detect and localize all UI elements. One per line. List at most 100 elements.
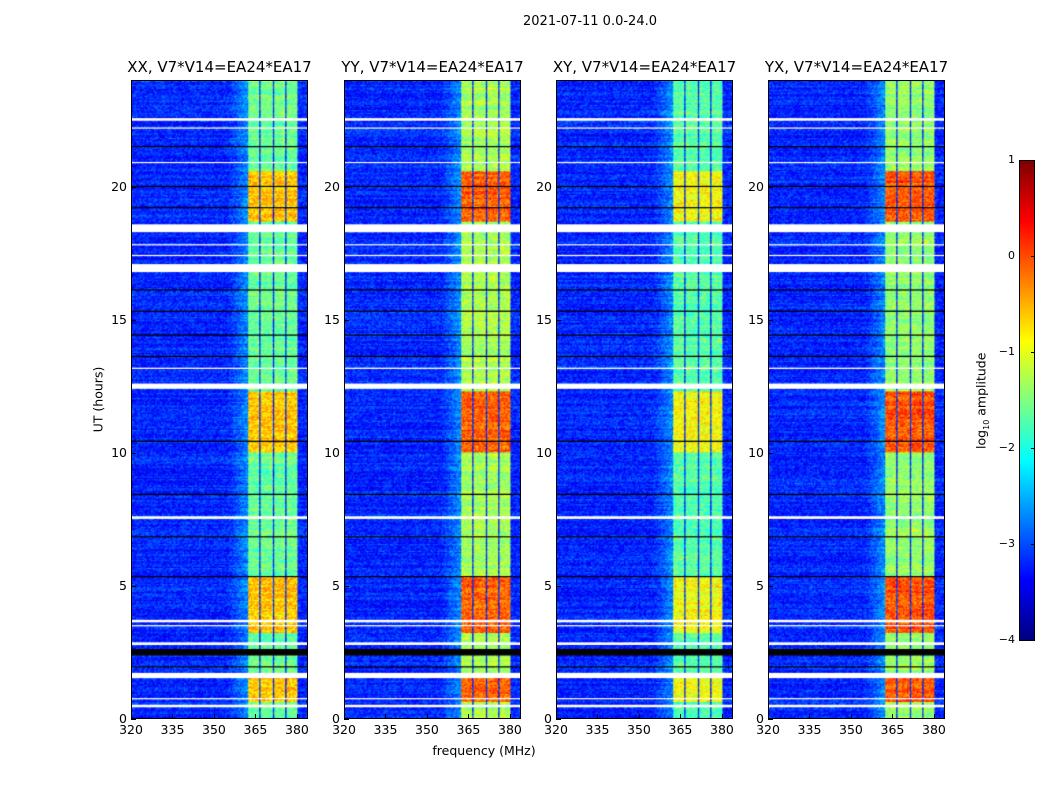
colorbar-tick-label: 1 xyxy=(1008,153,1015,166)
x-tick-label: 350 xyxy=(627,722,651,737)
x-tick xyxy=(933,714,935,719)
colorbar-tick xyxy=(1031,256,1035,257)
y-tick-label: 15 xyxy=(748,311,764,327)
y-tick xyxy=(768,585,773,587)
spectrogram-image xyxy=(769,81,944,718)
x-tick-label: 320 xyxy=(332,722,356,737)
colorbar xyxy=(1019,160,1035,641)
y-tick xyxy=(131,585,136,587)
x-tick xyxy=(768,714,769,719)
x-tick-label: 335 xyxy=(373,722,398,737)
x-tick xyxy=(131,714,132,719)
y-tick-label: 10 xyxy=(536,444,552,460)
y-tick xyxy=(768,452,773,454)
y-tick-label: 0 xyxy=(119,711,127,726)
colorbar-tick-label: −2 xyxy=(998,441,1015,454)
x-tick-label: 380 xyxy=(710,722,734,737)
colorbar-tick-label: −1 xyxy=(998,345,1015,358)
y-tick xyxy=(768,719,773,720)
y-tick-label: 15 xyxy=(536,311,552,327)
spectrogram-image xyxy=(345,81,520,718)
x-tick xyxy=(809,714,811,719)
colorbar-tick xyxy=(1031,640,1035,641)
y-tick xyxy=(556,452,561,454)
y-tick-label: 10 xyxy=(748,444,764,460)
x-tick-label: 320 xyxy=(756,722,780,737)
x-tick xyxy=(172,714,174,719)
y-tick-label: 20 xyxy=(111,178,127,194)
colorbar-tick-label: 0 xyxy=(1008,249,1015,262)
y-tick xyxy=(556,186,561,188)
y-tick xyxy=(768,319,773,321)
x-tick xyxy=(344,714,345,719)
x-tick-label: 380 xyxy=(498,722,522,737)
colorbar-label-sub: 10 xyxy=(981,419,991,430)
panel-title: XX, V7*V14=EA24*EA17 xyxy=(127,58,312,76)
x-tick xyxy=(638,714,640,719)
y-tick xyxy=(131,452,136,454)
y-tick xyxy=(344,585,349,587)
spectrogram-panel xyxy=(556,80,733,719)
x-tick-label: 380 xyxy=(922,722,946,737)
y-tick-label: 0 xyxy=(756,711,764,726)
y-tick xyxy=(131,719,136,720)
x-tick-label: 365 xyxy=(668,722,693,737)
x-tick-label: 365 xyxy=(880,722,905,737)
y-tick xyxy=(768,186,773,188)
y-tick-label: 10 xyxy=(111,444,127,460)
y-tick-label: 5 xyxy=(332,577,340,593)
x-tick xyxy=(255,714,257,719)
colorbar-tick xyxy=(1031,448,1035,449)
y-tick-label: 5 xyxy=(756,577,764,593)
y-tick xyxy=(556,719,561,720)
x-tick xyxy=(296,714,298,719)
y-tick-label: 5 xyxy=(544,577,552,593)
x-tick xyxy=(721,714,723,719)
x-tick xyxy=(680,714,682,719)
spectrogram-image xyxy=(132,81,307,718)
spectrogram-panel xyxy=(131,80,308,719)
x-tick xyxy=(850,714,852,719)
x-tick xyxy=(509,714,511,719)
x-tick xyxy=(426,714,428,719)
x-tick-label: 350 xyxy=(839,722,863,737)
y-tick xyxy=(344,719,349,720)
x-axis-label: frequency (MHz) xyxy=(432,743,536,758)
panel-title: XY, V7*V14=EA24*EA17 xyxy=(552,58,737,76)
x-tick-label: 365 xyxy=(456,722,481,737)
y-tick xyxy=(344,319,349,321)
y-tick-label: 0 xyxy=(332,711,340,726)
y-tick-label: 20 xyxy=(536,178,552,194)
colorbar-tick-label: −4 xyxy=(998,633,1015,646)
y-tick-label: 0 xyxy=(544,711,552,726)
y-tick-label: 15 xyxy=(324,311,340,327)
x-tick xyxy=(468,714,470,719)
colorbar-tick-label: −3 xyxy=(998,537,1015,550)
panel-title: YY, V7*V14=EA24*EA17 xyxy=(341,58,524,76)
figure-title: 2021-07-11 0.0-24.0 xyxy=(523,14,657,29)
colorbar-gradient xyxy=(1020,161,1034,640)
spectrogram-image xyxy=(557,81,732,718)
colorbar-tick xyxy=(1031,160,1035,161)
y-tick-label: 5 xyxy=(119,577,127,593)
x-tick xyxy=(556,714,557,719)
panel-title: YX, V7*V14=EA24*EA17 xyxy=(764,58,949,76)
y-tick-label: 20 xyxy=(324,178,340,194)
y-tick-label: 20 xyxy=(748,178,764,194)
y-axis-label: UT (hours) xyxy=(90,366,106,433)
x-tick-label: 350 xyxy=(415,722,439,737)
y-tick xyxy=(556,319,561,321)
colorbar-label-suffix: amplitude xyxy=(973,352,989,420)
x-tick-label: 335 xyxy=(160,722,185,737)
y-tick xyxy=(131,319,136,321)
x-tick xyxy=(213,714,215,719)
x-tick xyxy=(385,714,387,719)
x-tick-label: 350 xyxy=(202,722,226,737)
x-tick-label: 320 xyxy=(544,722,568,737)
y-tick xyxy=(131,186,136,188)
y-tick xyxy=(344,452,349,454)
x-tick-label: 320 xyxy=(119,722,143,737)
x-tick xyxy=(892,714,894,719)
colorbar-tick xyxy=(1031,352,1035,353)
spectrogram-panel xyxy=(768,80,945,719)
